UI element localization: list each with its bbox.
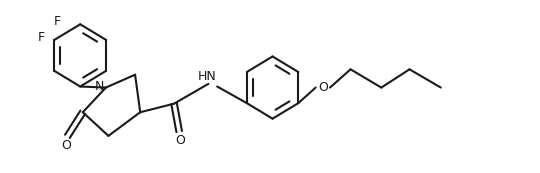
Text: O: O <box>62 139 71 152</box>
Text: O: O <box>176 134 185 147</box>
Text: HN: HN <box>198 70 217 83</box>
Text: O: O <box>318 81 328 94</box>
Text: N: N <box>95 80 104 93</box>
Text: F: F <box>53 15 60 28</box>
Text: F: F <box>38 31 45 44</box>
